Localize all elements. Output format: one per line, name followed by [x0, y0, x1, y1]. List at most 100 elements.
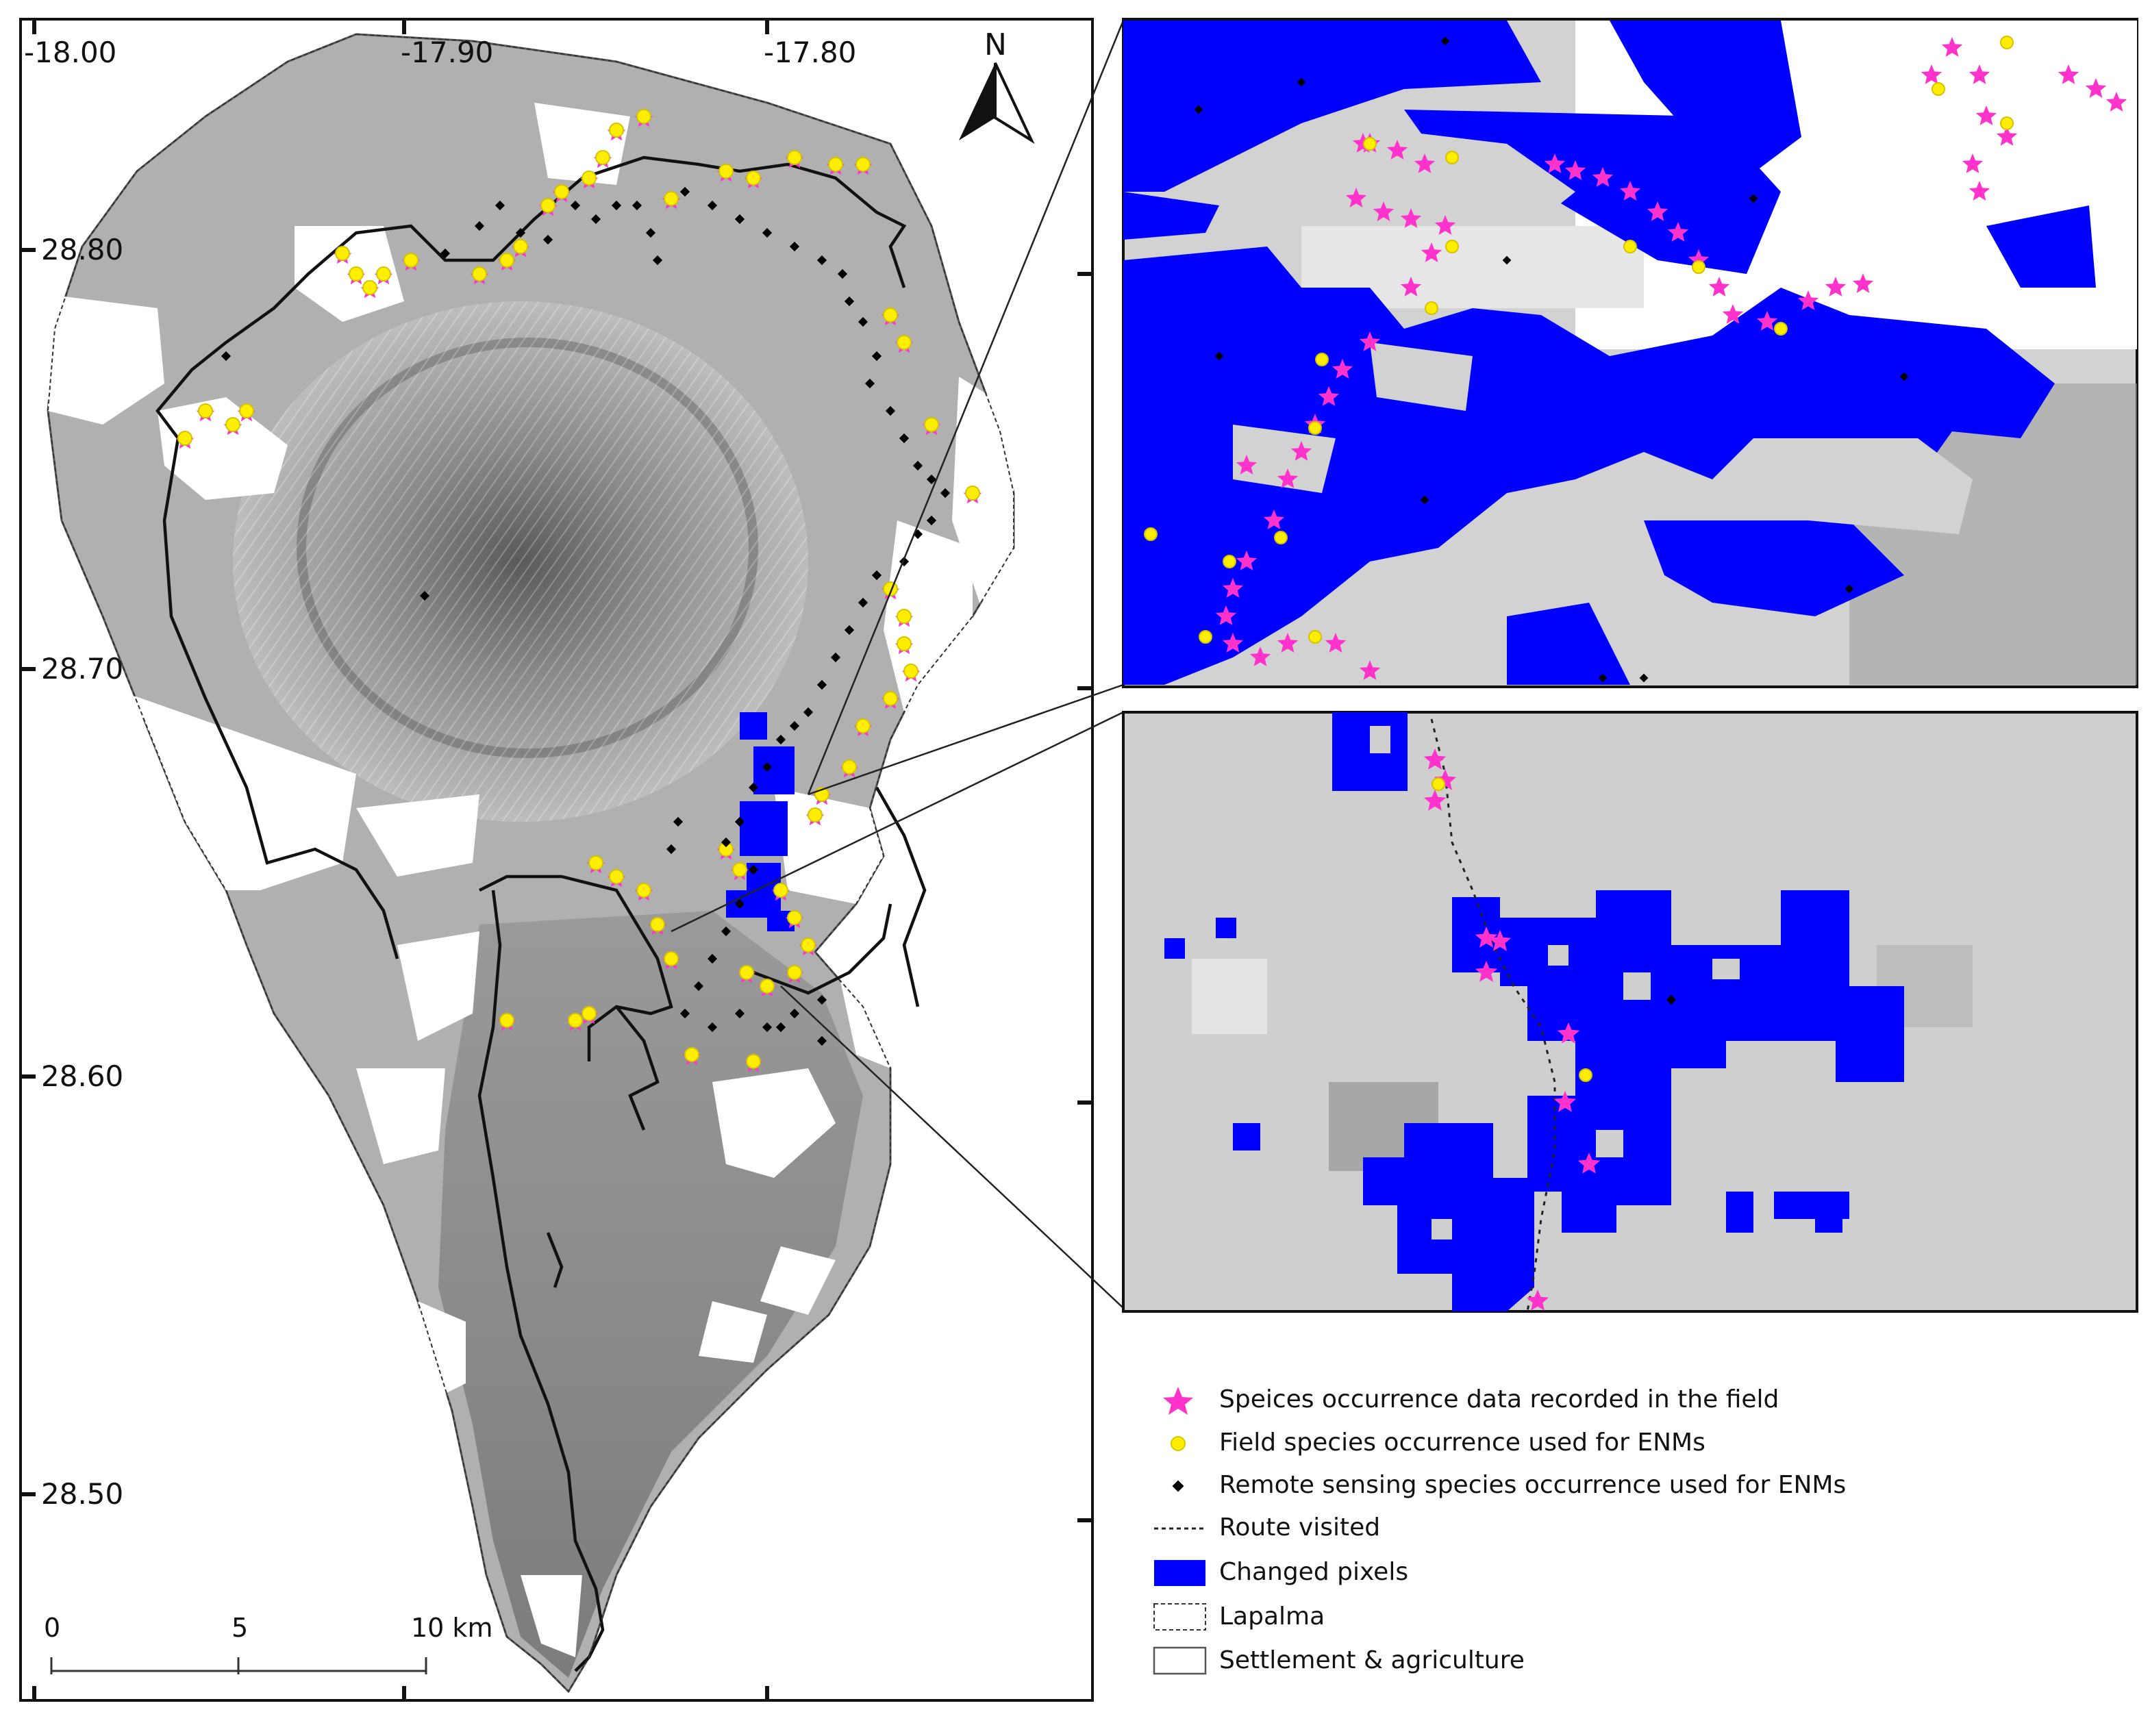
- inset-species-star: [1236, 551, 1258, 570]
- field-point-marker: [684, 1047, 699, 1062]
- legend-settlement-symbol: [1153, 1646, 1207, 1675]
- remote-point-marker: [762, 762, 773, 772]
- legend-star-symbol: [1163, 1387, 1193, 1415]
- inset-species-star: [1475, 927, 1498, 948]
- inset-species-star: [1941, 37, 1963, 57]
- field-point-marker: [225, 417, 240, 432]
- inset-species-star: [1386, 140, 1408, 160]
- inset-species-star: [1222, 633, 1244, 653]
- inset-species-star: [1577, 1153, 1601, 1174]
- inset-remote-point: [1899, 372, 1909, 381]
- inset-field-point: [2000, 116, 2014, 130]
- remote-point-marker: [734, 214, 745, 225]
- inset-species-star: [1359, 331, 1381, 351]
- remote-point-marker: [912, 460, 923, 471]
- caldera-texture: [233, 301, 808, 822]
- inset-species-star: [1345, 188, 1367, 207]
- inset-species-star: [1975, 105, 1997, 125]
- legend-changed-symbol: [1154, 1560, 1205, 1586]
- remote-point-marker: [926, 474, 937, 485]
- remote-point-marker: [816, 994, 827, 1005]
- remote-point-marker: [816, 679, 827, 690]
- field-point-marker: [718, 164, 734, 179]
- inset-field-point: [1623, 240, 1637, 253]
- field-point-marker: [499, 1013, 514, 1028]
- field-point-marker: [883, 691, 898, 706]
- settlement-areas: [48, 103, 1014, 1657]
- inset-species-star: [1373, 201, 1395, 221]
- inset-species-star: [1421, 242, 1442, 262]
- inset-species-star: [1318, 386, 1340, 406]
- field-point-marker: [897, 609, 912, 624]
- inset-species-star: [1434, 215, 1456, 235]
- field-point-marker: [787, 150, 802, 165]
- inset-remote-point: [1502, 255, 1512, 265]
- inset-field-point: [1579, 1068, 1592, 1082]
- inset-species-star: [1236, 455, 1258, 475]
- field-point-marker: [746, 171, 761, 186]
- inset-field-point: [1315, 353, 1329, 366]
- inset-species-star: [1290, 441, 1312, 461]
- inset-species-star: [1277, 633, 1299, 653]
- remote-point-marker: [775, 1022, 786, 1033]
- field-point-marker: [787, 965, 802, 980]
- inset-species-star: [1797, 290, 1819, 310]
- remote-point-marker: [830, 652, 841, 663]
- main-occurrence-points: [175, 109, 982, 1072]
- remote-point-marker: [542, 234, 553, 245]
- remote-point-marker: [645, 227, 656, 238]
- remote-point-marker: [734, 898, 745, 909]
- inset-species-star: [1564, 160, 1586, 180]
- field-point-marker: [732, 862, 747, 877]
- remote-point-marker: [858, 597, 868, 608]
- inset-species-star: [1557, 1022, 1580, 1044]
- field-point-marker: [609, 869, 624, 884]
- inset-field-point: [1932, 82, 1945, 96]
- field-point-marker: [362, 280, 377, 295]
- legend-item-remote-enm: Remote sensing species occurrence used f…: [1219, 1471, 1847, 1499]
- inset-species-star: [1756, 311, 1778, 331]
- field-point-marker: [883, 307, 898, 323]
- remote-point-marker: [775, 734, 786, 745]
- remote-point-marker: [748, 782, 759, 793]
- field-point-marker: [540, 198, 555, 213]
- field-point-marker: [897, 636, 912, 651]
- remote-point-marker: [871, 570, 882, 581]
- inset-species-star: [1553, 1091, 1577, 1112]
- scale-bar: [50, 1657, 427, 1674]
- inset-species-star: [1722, 304, 1744, 324]
- legend-circle-symbol: [1171, 1436, 1186, 1451]
- field-point-marker: [609, 123, 624, 138]
- field-point-marker: [588, 855, 603, 870]
- field-point-marker: [582, 1006, 597, 1021]
- inset-species-star: [1962, 153, 1984, 173]
- inset-connectors: [671, 20, 1125, 1309]
- inset-species-star: [1708, 277, 1730, 297]
- lat-tick-label: 28.80: [41, 233, 124, 266]
- inset-field-point: [1445, 240, 1459, 253]
- field-point-marker: [376, 266, 391, 281]
- field-point-marker: [897, 335, 912, 350]
- lon-tick-label: -17.90: [401, 36, 494, 69]
- field-point-marker: [808, 807, 823, 822]
- field-point-marker: [664, 951, 679, 966]
- field-point-marker: [650, 917, 665, 932]
- remote-point-marker: [926, 515, 937, 526]
- field-point-marker: [177, 431, 192, 446]
- field-point-marker: [842, 759, 857, 775]
- inset-field-point: [1774, 322, 1788, 336]
- inset-species-star: [1996, 126, 2018, 146]
- inset-species-star: [2105, 92, 2127, 112]
- field-point-marker: [855, 718, 871, 733]
- inset-species-star: [1592, 167, 1614, 187]
- inset-species-star: [1423, 749, 1447, 770]
- inset-species-star: [1277, 468, 1299, 488]
- remote-point-marker: [803, 707, 814, 718]
- remote-point-marker: [611, 200, 622, 211]
- field-point-marker: [787, 910, 802, 925]
- remote-point-marker: [570, 200, 581, 211]
- inset-species-star: [1526, 1290, 1549, 1311]
- inset-field-point: [1223, 555, 1236, 568]
- legend-item-field-enm: Field species occurrence used for ENMs: [1219, 1429, 1705, 1457]
